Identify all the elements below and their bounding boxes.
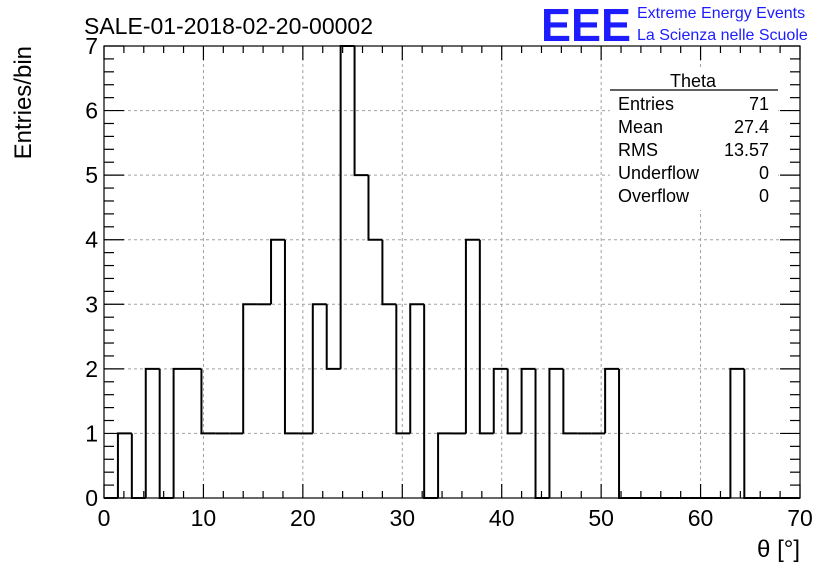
histogram-bin [242, 303, 258, 434]
eee-logo: EEE Extreme Energy Events La Scienza nel… [541, 0, 808, 51]
stats-label: Entries [618, 94, 674, 114]
histogram-bin [729, 367, 745, 498]
chart-title: SALE-01-2018-02-20-00002 [84, 13, 373, 39]
y-tick-label: 2 [85, 356, 98, 382]
stats-value: 0 [759, 163, 769, 183]
y-tick-label: 1 [85, 420, 98, 446]
histogram-bin [200, 368, 216, 435]
y-tick-label: 3 [85, 291, 98, 317]
histogram-bin [409, 303, 425, 434]
stats-box: Theta Entries 71 Mean 27.4 RMS 13.57 Underflow… [610, 68, 778, 210]
histogram-bin [464, 238, 480, 434]
y-tick-label: 5 [85, 162, 98, 188]
histogram-bin [492, 367, 508, 434]
axis-ticks [103, 45, 801, 499]
y-tick-labels: 0 1 2 3 4 5 6 7 [85, 33, 98, 511]
histogram-bin [478, 239, 494, 435]
y-tick-label: 4 [85, 227, 98, 253]
x-tick-label: 30 [389, 505, 415, 531]
x-tick-label: 50 [588, 505, 614, 531]
histogram-bin [548, 367, 564, 498]
y-tick-label: 6 [85, 98, 98, 124]
histogram-bin [395, 304, 411, 435]
y-tick-label: 7 [85, 33, 98, 59]
stats-value: 71 [749, 94, 769, 114]
x-tick-label: 60 [688, 505, 714, 531]
stats-label: Mean [618, 117, 663, 137]
histogram-bin [325, 304, 341, 370]
histogram-bin [604, 367, 620, 434]
x-tick-label: 20 [290, 505, 316, 531]
x-axis-label: θ [°] [757, 536, 800, 563]
histogram-bin [423, 304, 439, 499]
histogram-bin [270, 238, 285, 305]
histogram-bin [339, 45, 355, 369]
plot-frame [103, 45, 801, 499]
histogram-bin [520, 367, 536, 434]
x-tick-label: 40 [489, 505, 515, 531]
logo-line2: La Scienza nelle Scuole [637, 27, 808, 44]
x-tick-label: 0 [98, 505, 111, 531]
x-tick-label: 70 [787, 505, 813, 531]
x-tick-label: 10 [191, 505, 217, 531]
histogram-bin [130, 433, 146, 499]
y-tick-label: 0 [85, 485, 98, 511]
stats-rows: Entries 71 Mean 27.4 RMS 13.57 Underflow 0 Overf… [618, 94, 769, 206]
stats-title: Theta [670, 71, 717, 91]
stats-value: 13.57 [724, 140, 769, 160]
histogram-bin [437, 432, 452, 498]
stats-label: Underflow [618, 163, 700, 183]
histogram-bin [353, 46, 369, 177]
stats-value: 0 [759, 186, 769, 206]
histogram-bin [506, 368, 522, 435]
histogram-bin [116, 432, 132, 498]
histogram-bin [381, 239, 397, 306]
histogram-bin [562, 368, 578, 435]
histogram-bin [283, 239, 299, 435]
logo-mark: EEE [541, 0, 631, 51]
histogram-bin [367, 175, 383, 241]
stats-label: RMS [618, 140, 658, 160]
histogram-bin [311, 303, 327, 434]
logo-line1: Extreme Energy Events [637, 5, 805, 22]
y-axis-label: Entries/bin [10, 46, 37, 159]
histogram-bin [144, 367, 160, 498]
stats-value: 27.4 [734, 117, 769, 137]
histogram-bin [172, 367, 188, 498]
stats-label: Overflow [618, 186, 690, 206]
x-tick-labels: 0 10 20 30 40 50 60 70 [98, 505, 813, 531]
histogram-series [104, 45, 800, 499]
